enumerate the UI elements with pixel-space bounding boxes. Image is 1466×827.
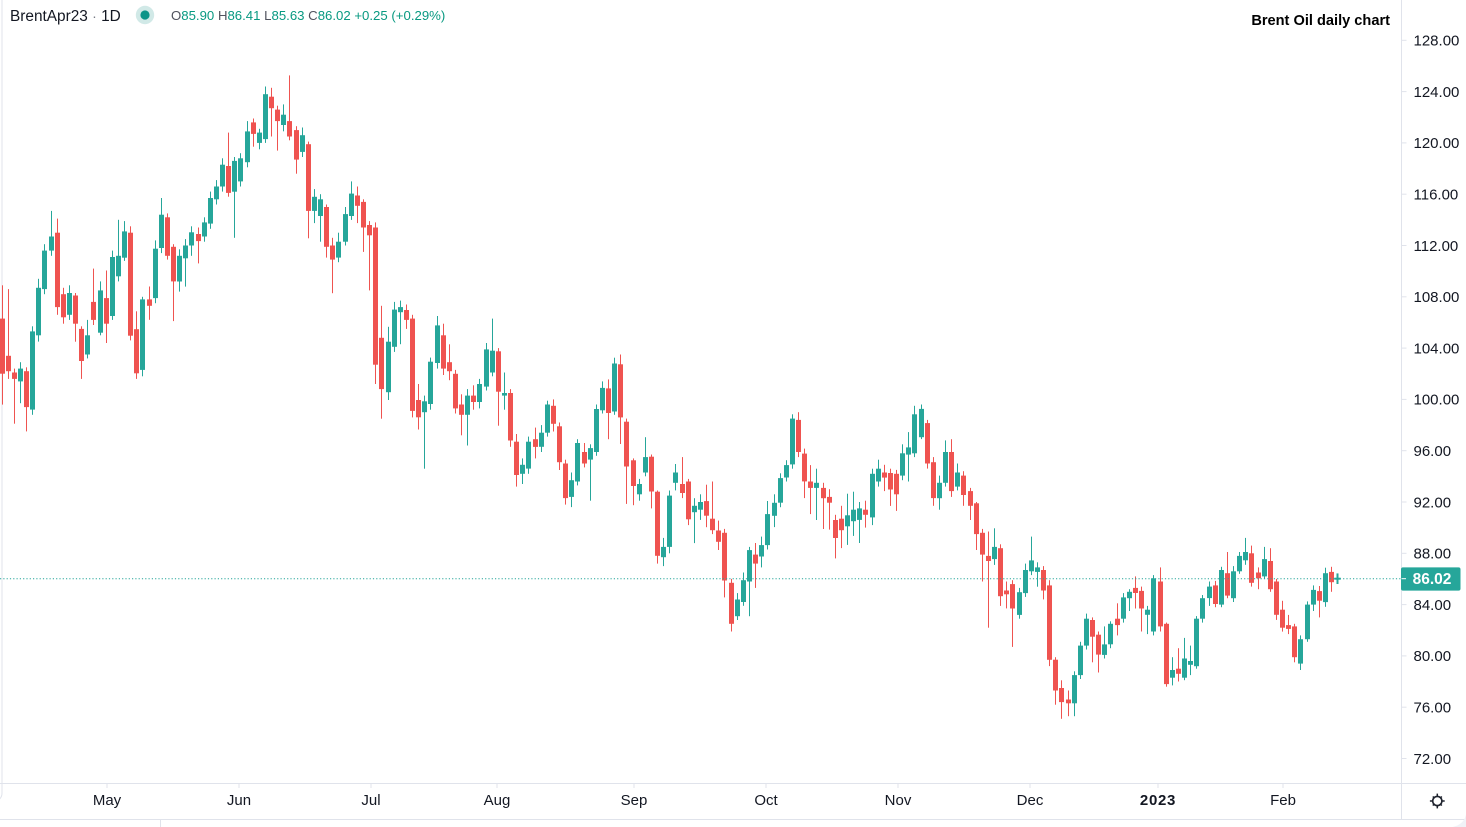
svg-text:Dec: Dec xyxy=(1017,792,1044,809)
svg-text:Oct: Oct xyxy=(754,792,778,809)
svg-text:72.00: 72.00 xyxy=(1414,751,1452,768)
svg-text:2023: 2023 xyxy=(1140,792,1176,809)
svg-text:128.00: 128.00 xyxy=(1414,33,1460,50)
svg-text:80.00: 80.00 xyxy=(1414,648,1452,665)
svg-text:O85.90 H86.41 L85.63 C86.02 +0: O85.90 H86.41 L85.63 C86.02 +0.25 (+0.29… xyxy=(171,8,445,23)
svg-text:Jul: Jul xyxy=(361,792,380,809)
svg-text:108.00: 108.00 xyxy=(1414,289,1460,306)
svg-text:120.00: 120.00 xyxy=(1414,135,1460,152)
svg-text:Nov: Nov xyxy=(885,792,912,809)
svg-text:Jun: Jun xyxy=(227,792,251,809)
svg-text:76.00: 76.00 xyxy=(1414,700,1452,717)
svg-text:104.00: 104.00 xyxy=(1414,340,1460,357)
svg-text:BrentApr23 · 1D: BrentApr23 · 1D xyxy=(10,8,121,25)
svg-text:86.02: 86.02 xyxy=(1413,571,1452,588)
svg-text:May: May xyxy=(93,792,122,809)
svg-text:Aug: Aug xyxy=(484,792,511,809)
svg-text:116.00: 116.00 xyxy=(1414,187,1459,204)
svg-text:96.00: 96.00 xyxy=(1414,443,1452,460)
svg-text:124.00: 124.00 xyxy=(1414,84,1460,101)
svg-text:88.00: 88.00 xyxy=(1414,546,1452,563)
svg-text:100.00: 100.00 xyxy=(1414,392,1460,409)
svg-text:92.00: 92.00 xyxy=(1414,494,1452,511)
svg-text:112.00: 112.00 xyxy=(1414,238,1459,255)
svg-text:Brent Oil daily chart: Brent Oil daily chart xyxy=(1251,13,1390,29)
svg-text:84.00: 84.00 xyxy=(1414,597,1452,614)
svg-text:Sep: Sep xyxy=(621,792,648,809)
svg-text:Feb: Feb xyxy=(1270,792,1296,809)
